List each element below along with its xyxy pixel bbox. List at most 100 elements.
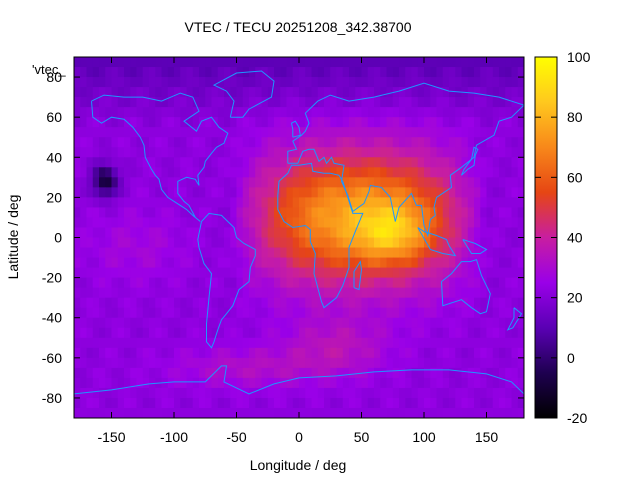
heatmap-cell (330, 247, 338, 259)
heatmap-cell (392, 297, 400, 309)
heatmap-cell (286, 257, 294, 269)
heatmap-cell (255, 97, 263, 108)
heatmap-cell (474, 287, 481, 299)
heatmap-cell (180, 307, 188, 319)
heatmap-cell (199, 117, 206, 128)
heatmap-cell (117, 347, 125, 359)
heatmap-cell (517, 337, 524, 349)
heatmap-cell (505, 147, 513, 158)
heatmap-cell (342, 237, 350, 249)
heatmap-cell (167, 237, 175, 249)
heatmap-cell (117, 127, 125, 138)
colorbar-tick-label: 0 (567, 350, 575, 366)
heatmap-cell (380, 267, 388, 279)
heatmap-cell (317, 307, 325, 319)
heatmap-cell (436, 67, 444, 78)
heatmap-cell (280, 107, 288, 118)
heatmap-cell (336, 297, 344, 309)
heatmap-cell (186, 197, 194, 209)
heatmap-cell (486, 77, 494, 88)
heatmap-cell (342, 177, 350, 188)
heatmap-cell (455, 287, 463, 299)
heatmap-cell (467, 57, 475, 68)
heatmap-cell (511, 307, 519, 319)
heatmap-cell (386, 327, 394, 339)
heatmap-cell (199, 137, 206, 148)
heatmap-cell (236, 207, 244, 219)
heatmap-cell (299, 397, 306, 409)
heatmap-cell (355, 297, 363, 309)
heatmap-cell (80, 147, 88, 158)
heatmap-cell (286, 347, 294, 359)
heatmap-cell (324, 67, 331, 78)
heatmap-cell (292, 407, 300, 418)
heatmap-cell (149, 57, 156, 68)
heatmap-cell (424, 117, 431, 128)
heatmap-cell (405, 377, 413, 389)
coast-australia (441, 258, 491, 315)
heatmap-cell (330, 57, 338, 68)
heatmap-cell (424, 337, 431, 349)
heatmap-cell (474, 387, 481, 399)
heatmap-cell (374, 147, 381, 158)
heatmap-cell (461, 347, 469, 359)
heatmap-cell (480, 97, 488, 108)
heatmap-cell (136, 277, 144, 289)
heatmap-cell (180, 267, 188, 279)
heatmap-cell (142, 97, 150, 108)
heatmap-cell (424, 317, 431, 329)
heatmap-cell (261, 337, 269, 349)
heatmap-cell (117, 277, 125, 289)
heatmap-cell (380, 77, 388, 88)
heatmap-cell (399, 287, 406, 299)
heatmap-cell (449, 147, 456, 158)
heatmap-cell (142, 407, 150, 418)
heatmap-cell (274, 77, 281, 88)
heatmap-cell (449, 357, 456, 369)
heatmap-cell (249, 287, 256, 299)
heatmap-cell (205, 287, 213, 299)
heatmap-cell (311, 237, 319, 249)
heatmap-cell (130, 127, 138, 138)
heatmap-cell (267, 267, 275, 279)
heatmap-cell (474, 157, 481, 168)
heatmap-cell (105, 257, 113, 269)
heatmap-cell (161, 317, 169, 329)
coast-africa (277, 162, 364, 309)
heatmap-cell (505, 67, 513, 78)
heatmap-cell (192, 147, 200, 158)
heatmap-cell (136, 297, 144, 309)
heatmap-cell (86, 117, 94, 128)
heatmap-cell (161, 187, 169, 198)
heatmap-cell (455, 97, 463, 108)
heatmap-cell (124, 387, 131, 399)
heatmap-cell (274, 267, 281, 279)
heatmap-cell (324, 287, 331, 299)
heatmap-cell (474, 247, 481, 259)
heatmap-cell (342, 267, 350, 279)
heatmap-cell (161, 257, 169, 269)
heatmap-cell (136, 367, 144, 379)
heatmap-cell (392, 277, 400, 289)
heatmap-cell (174, 367, 181, 379)
heatmap-cell (217, 347, 225, 359)
heatmap-cell (236, 307, 244, 319)
heatmap-cell (492, 137, 500, 148)
heatmap-cell (161, 67, 169, 78)
heatmap-cell (442, 77, 450, 88)
heatmap-cell (474, 217, 481, 229)
heatmap-cell (217, 207, 225, 219)
heatmap-cell (136, 207, 144, 219)
heatmap-cell (236, 337, 244, 349)
heatmap-cell (492, 97, 500, 108)
heatmap-cell (411, 367, 419, 379)
heatmap-cell (405, 117, 413, 128)
heatmap-cell (355, 227, 363, 239)
heatmap-cell (417, 67, 425, 78)
heatmap-cell (336, 267, 344, 279)
heatmap-cell (467, 347, 475, 359)
heatmap-cell (99, 357, 106, 369)
heatmap-cell (505, 247, 513, 259)
heatmap-cell (374, 227, 381, 239)
heatmap-cell (255, 297, 263, 309)
